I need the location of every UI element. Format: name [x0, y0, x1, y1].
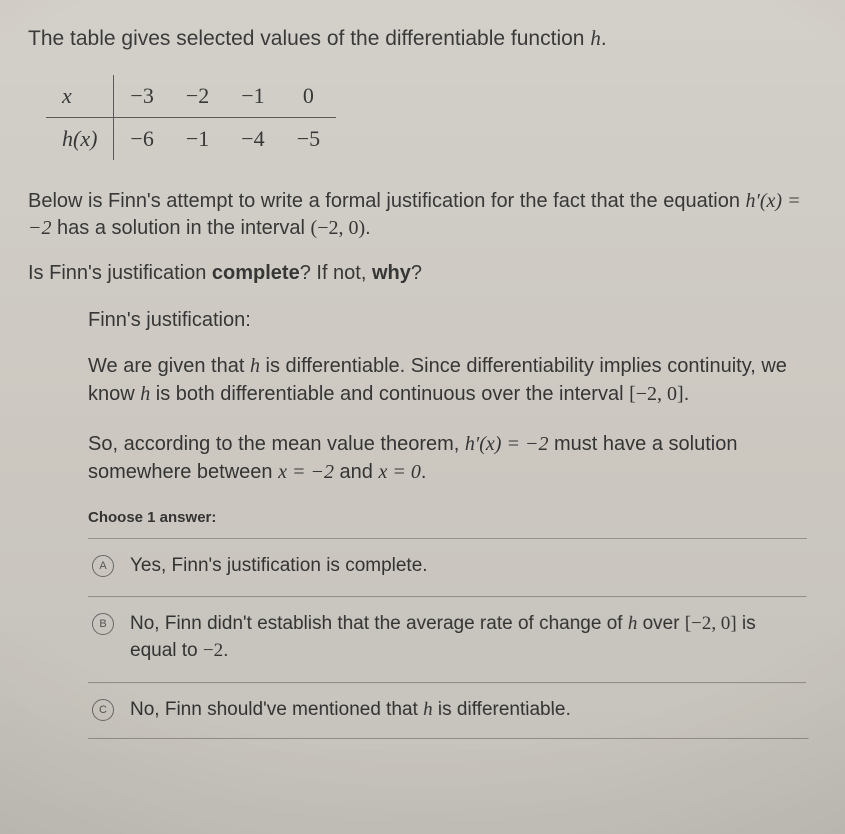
answer-text-a: Yes, Finn's justification is complete.	[130, 553, 801, 580]
qbold2: why	[372, 262, 411, 284]
cpost: is differentiable.	[432, 699, 571, 720]
p1c: .	[365, 217, 371, 239]
question-text: Is Finn's justification complete? If not…	[28, 260, 817, 287]
table-cell: −5	[281, 118, 336, 160]
answer-letter-c: C	[92, 699, 114, 721]
values-table: x −3 −2 −1 0 h(x) −6 −1 −4 −5	[46, 75, 336, 159]
fj2x2: x = 0	[378, 461, 420, 483]
answer-option-b[interactable]: B No, Finn didn't establish that the ave…	[88, 596, 808, 678]
table-row: h(x) −6 −1 −4 −5	[46, 118, 336, 160]
row-label-hx: h(x)	[46, 118, 114, 160]
intro-text: The table gives selected values of the d…	[28, 24, 817, 53]
bpre: No, Finn didn't establish that the avera…	[130, 613, 628, 634]
answer-text-b: No, Finn didn't establish that the avera…	[130, 611, 802, 664]
table-cell: −6	[114, 118, 170, 160]
ch: h	[423, 699, 433, 720]
qa: Is Finn's justification	[28, 262, 212, 284]
table-cell: −4	[225, 118, 280, 160]
fj1h2: h	[140, 383, 150, 405]
fj2x1: x = −2	[278, 461, 334, 483]
answer-letter-a: A	[92, 555, 114, 577]
answer-letter-b: B	[92, 613, 114, 635]
cpre: No, Finn should've mentioned that	[130, 699, 423, 720]
intro-fn: h	[590, 26, 601, 50]
answer-option-a[interactable]: A Yes, Finn's justification is complete.	[88, 538, 807, 594]
table-cell: 0	[281, 75, 336, 117]
p1a: Below is Finn's attempt to write a forma…	[28, 190, 746, 212]
table-cell: −1	[170, 118, 225, 160]
table-cell: −3	[114, 75, 170, 117]
p1int: (−2, 0)	[311, 217, 366, 239]
bval: −2	[203, 639, 223, 660]
intro-pre: The table gives selected values of the d…	[28, 27, 590, 50]
fj2d: .	[421, 461, 427, 483]
fj-para-2: So, according to the mean value theorem,…	[88, 430, 797, 486]
table-cell: −1	[225, 75, 280, 117]
bint: [−2, 0]	[685, 613, 737, 634]
answers-list: A Yes, Finn's justification is complete.…	[88, 538, 807, 732]
table-row: x −3 −2 −1 0	[46, 75, 336, 117]
p1b: has a solution in the interval	[52, 217, 311, 239]
answer-option-c[interactable]: C No, Finn should've mentioned that h is…	[88, 682, 809, 738]
qc: ?	[411, 262, 422, 284]
bpost2: .	[223, 639, 228, 660]
fj-title: Finn's justification:	[88, 307, 797, 334]
fj2eq: h′(x) = −2	[465, 433, 549, 455]
intro-post: .	[601, 27, 607, 50]
answer-text-c: No, Finn should've mentioned that h is d…	[130, 697, 802, 724]
table-cell: −2	[170, 75, 225, 117]
finns-justification: Finn's justification: We are given that …	[88, 307, 797, 486]
bmid: over	[637, 613, 685, 634]
fj1h: h	[250, 355, 260, 377]
fj2c: and	[334, 461, 378, 483]
row-label-x: x	[46, 75, 114, 117]
fj-para-1: We are given that h is differentiable. S…	[88, 352, 797, 408]
choose-label: Choose 1 answer:	[88, 508, 817, 528]
qb: ? If not,	[300, 262, 372, 284]
fj1a: We are given that	[88, 355, 250, 377]
fj1d: .	[684, 383, 690, 405]
problem-statement: Below is Finn's attempt to write a forma…	[28, 188, 817, 242]
fj2a: So, according to the mean value theorem,	[88, 433, 465, 455]
fj1c: is both differentiable and continuous ov…	[150, 383, 629, 405]
fj1int: [−2, 0]	[629, 383, 684, 405]
qbold: complete	[212, 262, 300, 284]
